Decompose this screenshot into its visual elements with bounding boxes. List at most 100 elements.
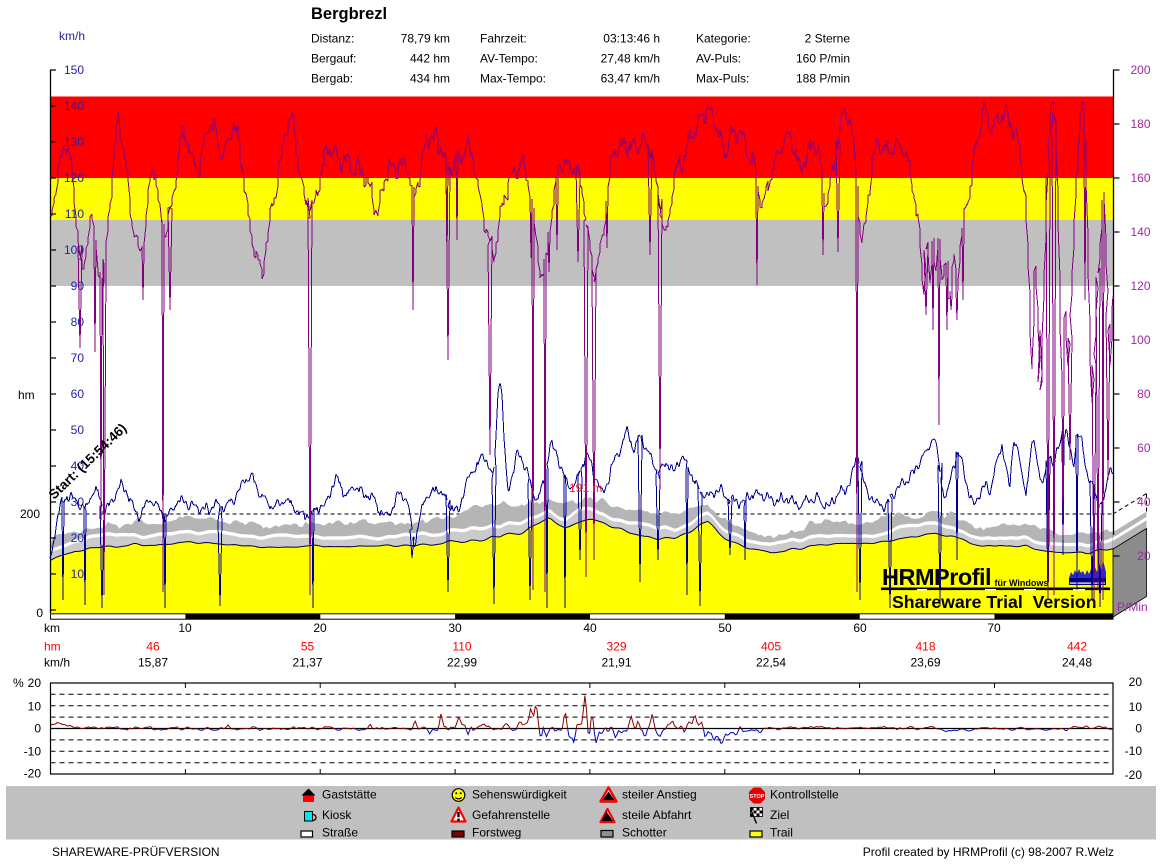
svg-text:40: 40 [1137,495,1151,509]
svg-text:Profil created by HRMProfil (c: Profil created by HRMProfil (c) 98-2007 … [863,845,1114,859]
svg-text:SHAREWARE-PRÜFVERSION: SHAREWARE-PRÜFVERSION [52,845,220,859]
svg-text:-20: -20 [1125,768,1143,782]
svg-text:20: 20 [28,676,42,690]
svg-text:418: 418 [915,640,935,654]
svg-text:Max-Tempo:: Max-Tempo: [480,72,546,86]
svg-text:110: 110 [452,640,471,654]
svg-text:Bergauf:: Bergauf: [311,52,356,66]
svg-text:20: 20 [1137,549,1151,563]
svg-text:0: 0 [36,606,43,620]
svg-text:442: 442 [1067,640,1087,654]
svg-text:-20: -20 [24,767,42,781]
svg-text:hm: hm [44,640,61,654]
svg-text:P/Min: P/Min [1117,600,1148,614]
svg-text:60: 60 [853,621,867,635]
svg-text:Gefahrenstelle: Gefahrenstelle [472,808,550,822]
svg-text:Sehenswürdigkeit: Sehenswürdigkeit [472,788,567,802]
svg-text:46: 46 [146,640,160,654]
svg-text:15,87: 15,87 [138,656,168,670]
svg-text:Gaststätte: Gaststätte [322,788,377,802]
svg-text:100: 100 [1130,333,1150,347]
svg-text:HRMProfil: HRMProfil [882,564,991,590]
svg-text:2 Sterne: 2 Sterne [805,32,851,46]
svg-text:für Windows: für Windows [995,578,1049,588]
svg-text:60: 60 [71,387,85,401]
svg-text:30: 30 [448,621,462,635]
svg-text:434 hm: 434 hm [410,72,450,86]
svg-text:130: 130 [64,135,84,149]
svg-text:20: 20 [71,531,85,545]
svg-text:AV-Puls:: AV-Puls: [696,52,741,66]
svg-text:10: 10 [1129,700,1143,714]
svg-text:Bergbrezl: Bergbrezl [311,5,387,23]
svg-text:23,69: 23,69 [910,656,940,670]
svg-text:Shareware Trial Version: Shareware Trial Version [892,592,1097,612]
svg-text:110: 110 [65,207,84,221]
svg-text:10: 10 [71,567,85,581]
svg-text:20: 20 [313,621,327,635]
svg-text:63,47 km/h: 63,47 km/h [601,72,660,86]
svg-text:hm: hm [18,388,35,402]
svg-text:200: 200 [1130,63,1150,77]
svg-text:km/h: km/h [44,656,70,670]
svg-text:120: 120 [1130,279,1150,293]
svg-text:24,48: 24,48 [1062,656,1092,670]
svg-text:80: 80 [71,315,85,329]
svg-text:442 hm: 442 hm [410,52,450,66]
svg-text:Kiosk: Kiosk [322,808,352,822]
svg-text:160 P/min: 160 P/min [796,52,850,66]
svg-text:Ziel: Ziel [770,808,789,822]
svg-text:140: 140 [1130,225,1150,239]
svg-text:Kontrollstelle: Kontrollstelle [770,788,839,802]
svg-text:188 P/min: 188 P/min [796,72,850,86]
svg-text:Schotter: Schotter [622,826,667,840]
svg-text:0: 0 [34,722,41,736]
svg-text:km: km [44,621,60,635]
svg-text:Kategorie:: Kategorie: [696,32,751,46]
svg-text:70: 70 [71,351,85,365]
svg-text:03:13:46 h: 03:13:46 h [603,32,660,46]
svg-text:80: 80 [1137,387,1151,401]
svg-text:10: 10 [28,700,42,714]
svg-text:10: 10 [178,621,192,635]
svg-text:329: 329 [606,640,626,654]
svg-text:40: 40 [583,621,597,635]
svg-text:191 m: 191 m [569,481,602,495]
svg-text:20: 20 [1129,675,1143,689]
svg-text:140: 140 [64,99,84,113]
svg-text:-10: -10 [1125,744,1143,758]
svg-text:40: 40 [71,459,85,473]
svg-text:78,79 km: 78,79 km [401,32,450,46]
svg-text:55: 55 [301,640,315,654]
svg-text:27,48 km/h: 27,48 km/h [601,52,660,66]
svg-text:150: 150 [64,63,84,77]
svg-text:Bergab:: Bergab: [311,72,353,86]
svg-text:21,37: 21,37 [292,656,322,670]
svg-text:STOP: STOP [750,794,765,800]
svg-text:AV-Tempo:: AV-Tempo: [480,52,538,66]
svg-text:Trail: Trail [770,826,793,840]
svg-text:Distanz:: Distanz: [311,32,354,46]
svg-text:Straße: Straße [322,826,358,840]
svg-text:22,54: 22,54 [756,656,786,670]
svg-text:70: 70 [987,621,1001,635]
svg-text:50: 50 [71,423,85,437]
svg-text:Max-Puls:: Max-Puls: [696,72,749,86]
svg-text:steile Abfahrt: steile Abfahrt [622,808,692,822]
svg-text:-10: -10 [24,745,42,759]
svg-text:22,99: 22,99 [447,656,477,670]
svg-text:km/h: km/h [59,29,85,43]
svg-text:Fahrzeit:: Fahrzeit: [480,32,527,46]
svg-text:21,91: 21,91 [601,656,631,670]
svg-text:50: 50 [718,621,732,635]
svg-text:200: 200 [20,507,40,521]
svg-text:180: 180 [1130,117,1150,131]
svg-text:405: 405 [761,640,781,654]
svg-text:0: 0 [1135,722,1142,736]
svg-text:160: 160 [1130,171,1150,185]
svg-text:90: 90 [71,279,85,293]
svg-text:120: 120 [64,171,84,185]
svg-text:Forstweg: Forstweg [472,826,521,840]
svg-text:steiler Anstieg: steiler Anstieg [622,788,697,802]
svg-text:%: % [13,676,24,690]
